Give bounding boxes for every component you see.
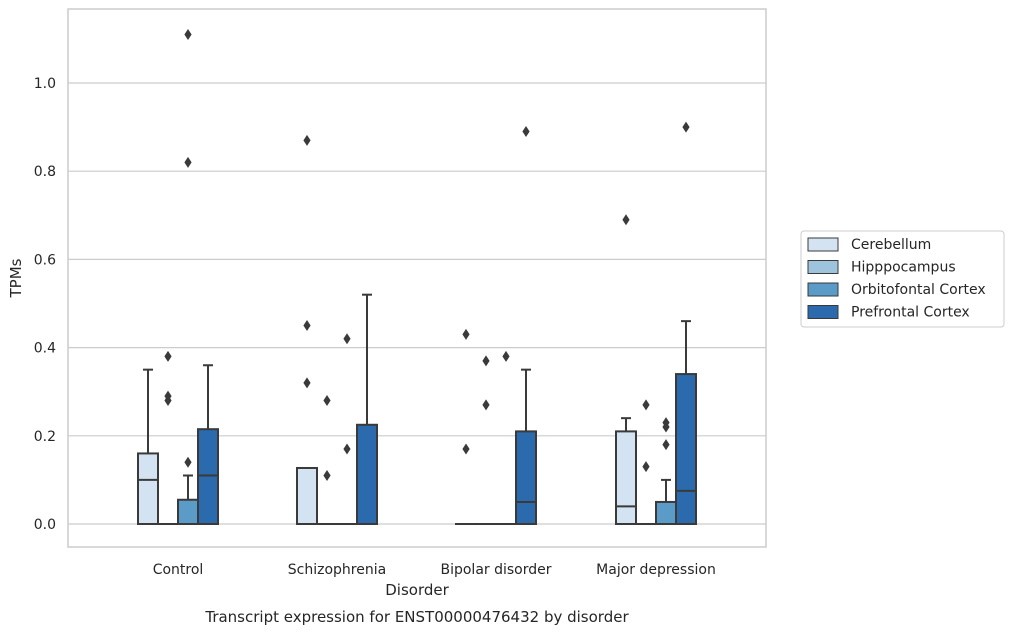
box-cerebellum: [455, 328, 477, 526]
plot-frame: [67, 8, 767, 548]
outlier-point: [303, 377, 311, 389]
outlier-point: [502, 350, 510, 362]
outlier-point: [184, 28, 192, 40]
outlier-point: [462, 328, 470, 340]
x-tick-labels: Control Schizophrenia Bipolar disorder Majo…: [153, 562, 716, 578]
outlier-point: [462, 443, 470, 455]
box-layer: [137, 28, 697, 526]
legend-swatch: [807, 282, 839, 297]
x-tick-label: Major depression: [596, 562, 716, 578]
legend-label: Orbitofontal Cortex: [851, 282, 986, 298]
x-axis-label: Disorder: [385, 581, 449, 599]
box-cerebellum: [615, 214, 637, 526]
box-body: [137, 452, 159, 525]
legend-label: Hipppocampus: [851, 260, 956, 276]
box-body: [177, 498, 199, 525]
y-tick-label: 1.0: [34, 76, 56, 92]
outlier-point: [184, 156, 192, 168]
outlier-point: [642, 461, 650, 473]
x-tick-label: Schizophrenia: [288, 562, 386, 578]
y-tick-label: 0.6: [34, 252, 56, 268]
legend-swatch: [807, 237, 839, 252]
outlier-point: [303, 134, 311, 146]
box-prefrontal-cortex: [675, 121, 697, 525]
outlier-point: [682, 121, 690, 133]
box-body: [356, 423, 378, 525]
outlier-point: [164, 390, 172, 402]
outlier-point: [482, 399, 490, 411]
outlier-point: [343, 443, 351, 455]
outlier-point: [662, 439, 670, 451]
y-tick-label: 0.4: [34, 341, 56, 357]
y-tick-labels: 0.0 0.2 0.4 0.6 0.8 1.0: [34, 76, 56, 533]
legend-entry: Prefrontal Cortex: [807, 305, 970, 321]
box-body: [675, 373, 697, 525]
legend-entry: Cerebellum: [807, 237, 931, 253]
box-cerebellum: [137, 368, 159, 525]
outlier-point: [622, 214, 630, 226]
box-orbitofontal-cortex: [177, 28, 199, 525]
outlier-point: [482, 355, 490, 367]
box-body: [515, 430, 537, 526]
box-prefrontal-cortex: [356, 293, 378, 525]
box-body: [615, 430, 637, 526]
outlier-point: [343, 333, 351, 345]
box-hipppocampus: [475, 355, 497, 526]
outlier-point: [184, 456, 192, 468]
box-cerebellum: [296, 134, 318, 526]
y-axis-label: TPMs: [7, 258, 25, 298]
box-orbitofontal-cortex: [495, 350, 517, 526]
outlier-point: [522, 126, 530, 138]
x-tick-label: Bipolar disorder: [440, 562, 551, 578]
y-tick-label: 0.0: [34, 517, 56, 533]
box-body: [197, 428, 219, 525]
legend-swatch: [807, 305, 839, 319]
box-hipppocampus: [157, 350, 179, 526]
box-prefrontal-cortex: [515, 126, 537, 526]
legend-swatch: [807, 260, 839, 274]
legend-entry: Hipppocampus: [807, 260, 956, 276]
chart-caption: Transcript expression for ENST0000047643…: [204, 608, 629, 626]
legend-label: Cerebellum: [851, 237, 931, 253]
legend-entry: Orbitofontal Cortex: [807, 282, 986, 298]
box-orbitofontal-cortex: [655, 417, 677, 526]
y-tick-label: 0.8: [34, 164, 56, 180]
box-orbitofontal-cortex: [336, 333, 358, 526]
box-body: [655, 500, 677, 526]
outlier-point: [642, 399, 650, 411]
outlier-point: [323, 469, 331, 481]
legend-label: Prefrontal Cortex: [851, 305, 970, 321]
box-prefrontal-cortex: [197, 364, 219, 525]
y-tick-label: 0.2: [34, 429, 56, 445]
legend-frame: [800, 230, 1005, 328]
box-body: [296, 466, 318, 526]
box-hipppocampus: [316, 395, 338, 526]
legend: Cerebellum Hipppocampus Orbitofontal Corte…: [800, 230, 1005, 328]
box-hipppocampus: [635, 399, 657, 526]
outlier-point: [662, 417, 670, 429]
outlier-point: [303, 320, 311, 332]
legend-items: Cerebellum Hipppocampus Orbitofontal Corte…: [807, 237, 986, 321]
grid-layer: [68, 82, 766, 525]
outlier-point: [323, 395, 331, 407]
x-tick-label: Control: [153, 562, 204, 578]
outlier-point: [164, 350, 172, 362]
